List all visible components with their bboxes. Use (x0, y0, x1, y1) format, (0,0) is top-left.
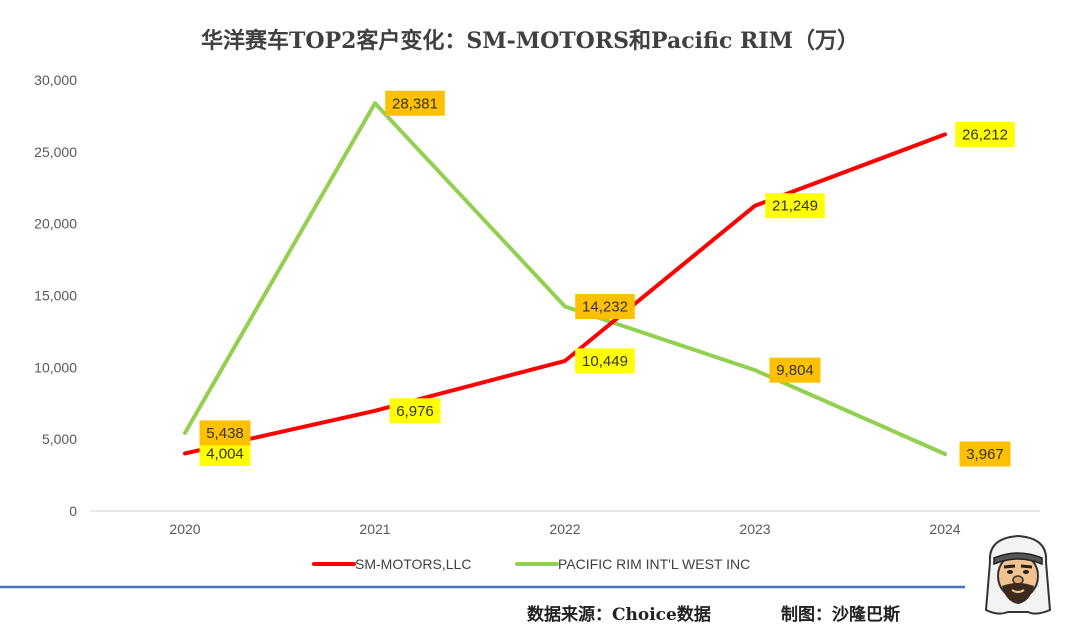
legend: SM-MOTORS,LLC PACIFIC RIM INT'L WEST INC (312, 556, 750, 572)
y-tick-label: 20,000 (34, 216, 77, 232)
x-tick-label: 2020 (169, 521, 200, 537)
axes: 0 5,000 10,000 15,000 20,000 25,000 30,000 2020… (34, 72, 1040, 537)
series-line-pacific-rim (183, 101, 947, 457)
y-tick-label: 5,000 (42, 431, 77, 447)
data-label-box (955, 121, 1015, 147)
y-tick-label: 15,000 (34, 288, 77, 304)
data-label-text: 26,212 (962, 126, 1008, 143)
data-label: 9,804 (769, 357, 821, 383)
data-labels: 4,004 6,976 10,449 21,249 26,212 5,438 28,381 1… (199, 90, 1015, 467)
data-label-text: 3,967 (966, 446, 1004, 463)
data-label-text: 14,232 (582, 299, 628, 316)
data-label-box (769, 357, 821, 383)
chart-title: 华洋赛车TOP2客户变化：SM-MOTORS和Pacific RIM（万） (201, 28, 859, 54)
legend-label: SM-MOTORS,LLC (355, 556, 471, 572)
data-label-box (199, 420, 251, 446)
data-label-box (385, 90, 445, 116)
legend-label: PACIFIC RIM INT'L WEST INC (558, 556, 750, 572)
data-label-text: 28,381 (392, 95, 438, 112)
credit-text: 制图：沙隆巴斯 (781, 604, 900, 625)
data-label: 26,212 (955, 121, 1015, 147)
series-lines (183, 101, 947, 457)
data-label-text: 10,449 (582, 353, 628, 370)
source-text: 数据来源：Choice数据 (527, 604, 711, 625)
data-label-text: 4,004 (206, 445, 244, 462)
x-tick-label: 2024 (929, 521, 960, 537)
y-tick-label: 25,000 (34, 144, 77, 160)
y-tick-label: 10,000 (34, 359, 77, 375)
data-label: 28,381 (385, 90, 445, 116)
data-label: 21,249 (765, 193, 825, 219)
data-label-text: 21,249 (772, 198, 818, 215)
data-label-box (959, 441, 1011, 467)
data-label: 3,967 (959, 441, 1011, 467)
data-label-text: 5,438 (206, 425, 244, 442)
data-label: 14,232 (575, 294, 635, 320)
data-label: 10,449 (575, 348, 635, 374)
data-label: 6,976 (389, 398, 441, 424)
data-label: 5,438 (199, 420, 251, 446)
series-line-sm-motors (183, 132, 947, 456)
bearded-man-avatar-icon (984, 534, 1052, 615)
data-label-text: 6,976 (396, 403, 434, 420)
data-label-text: 9,804 (776, 362, 814, 379)
y-tick-label: 30,000 (34, 72, 77, 88)
x-tick-label: 2023 (739, 521, 770, 537)
x-tick-label: 2022 (549, 521, 580, 537)
data-label-box (575, 348, 635, 374)
x-tick-label: 2021 (359, 521, 390, 537)
data-label-box (389, 398, 441, 424)
data-label-box (765, 193, 825, 219)
data-label-box (575, 294, 635, 320)
y-tick-label: 0 (69, 503, 77, 519)
